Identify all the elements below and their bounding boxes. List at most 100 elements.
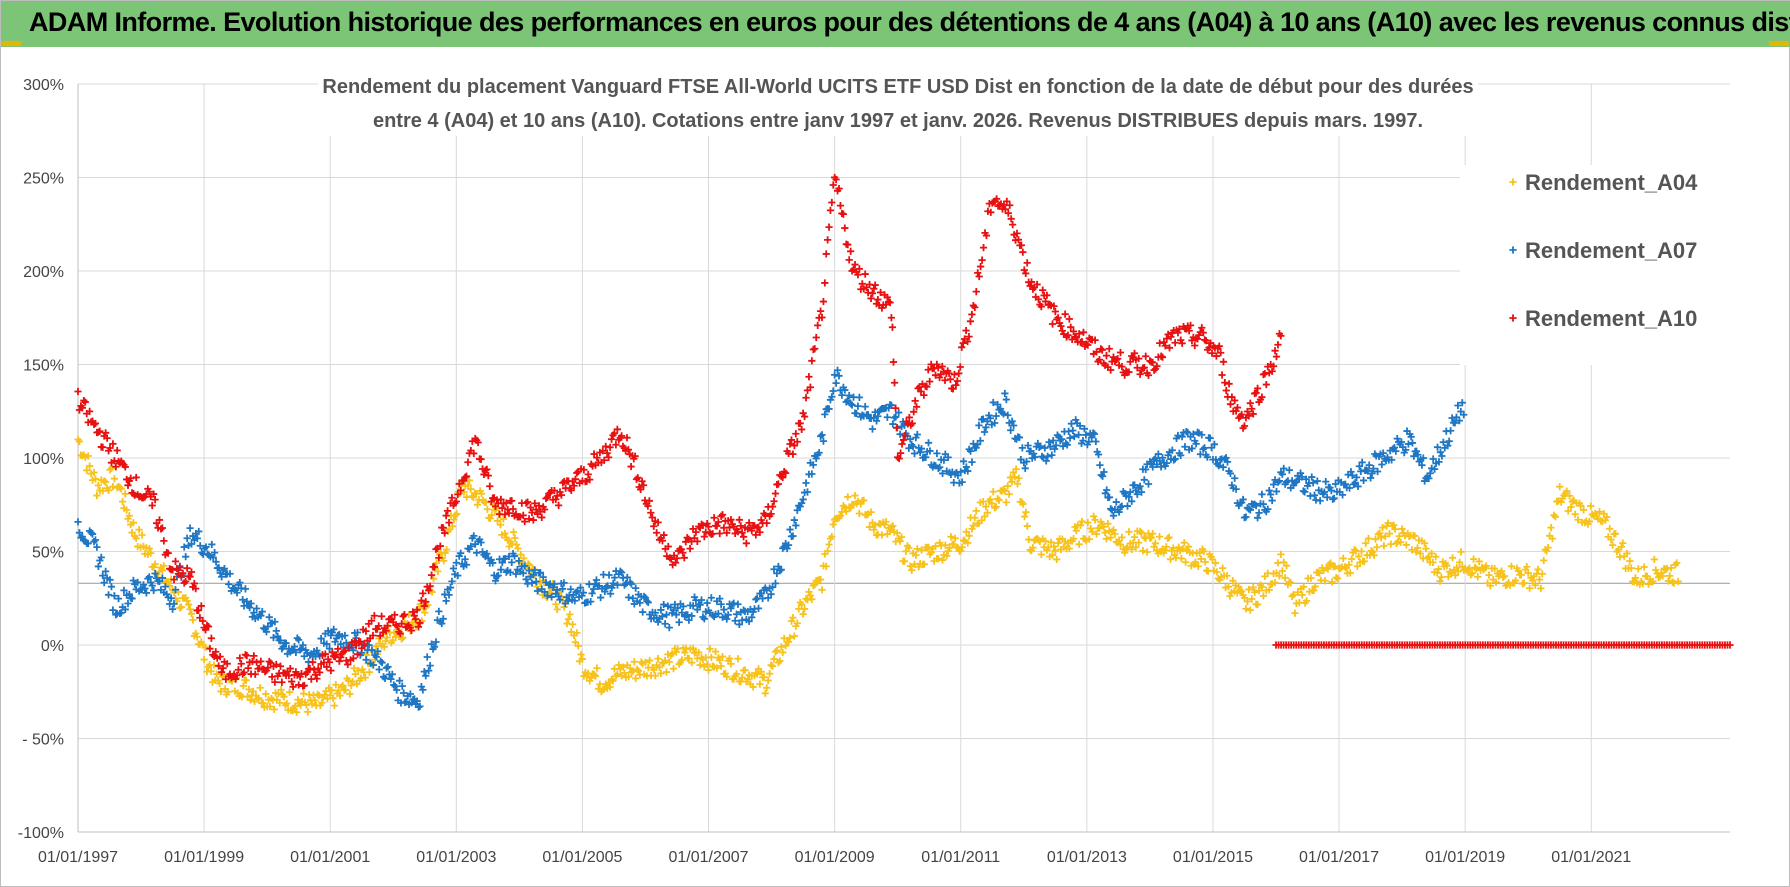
data-point <box>459 477 468 485</box>
data-point <box>842 507 850 516</box>
title-banner: ADAM Informe. Evolution historique des p… <box>1 1 1790 47</box>
data-point <box>962 528 970 536</box>
data-point <box>439 524 447 532</box>
data-point <box>950 370 959 379</box>
data-point <box>1435 458 1443 466</box>
data-point <box>141 584 149 593</box>
data-point <box>730 599 738 607</box>
data-point <box>1126 358 1134 366</box>
data-point <box>1243 407 1251 416</box>
data-point <box>1212 352 1220 360</box>
data-point <box>509 528 518 536</box>
data-point <box>800 605 809 613</box>
data-point <box>171 557 180 565</box>
data-point <box>965 532 973 540</box>
data-point <box>895 454 903 463</box>
data-point <box>1358 458 1366 466</box>
data-point <box>768 662 777 670</box>
data-point <box>274 690 282 698</box>
data-point <box>1174 329 1182 337</box>
data-point <box>1331 562 1339 570</box>
data-point <box>552 495 560 503</box>
data-point <box>938 469 947 478</box>
data-point <box>1475 557 1483 566</box>
data-point <box>1008 478 1016 486</box>
data-point <box>269 634 278 642</box>
data-point <box>549 583 557 592</box>
data-point <box>972 507 980 515</box>
data-point <box>1162 543 1170 551</box>
data-point <box>435 554 443 562</box>
data-point <box>945 544 954 552</box>
data-point <box>1431 465 1439 473</box>
data-point <box>539 573 547 581</box>
data-point <box>1232 407 1240 415</box>
data-point <box>1500 572 1509 580</box>
data-point <box>893 529 901 537</box>
data-point <box>1089 429 1097 437</box>
data-point <box>1232 485 1240 493</box>
data-point <box>631 452 639 460</box>
data-point <box>1130 533 1139 541</box>
data-point <box>968 310 976 319</box>
data-point <box>493 572 501 581</box>
data-point <box>360 641 369 649</box>
data-point <box>557 491 566 499</box>
x-tick-label: 01/01/2015 <box>1173 849 1253 866</box>
data-point <box>951 534 959 542</box>
data-point <box>192 629 200 637</box>
data-point <box>632 674 640 683</box>
data-point <box>1072 333 1080 342</box>
data-point <box>1268 367 1276 375</box>
data-point <box>1130 481 1139 489</box>
data-point <box>784 541 793 549</box>
data-point <box>1427 549 1436 558</box>
data-point <box>580 466 588 474</box>
data-point <box>966 447 975 455</box>
data-point <box>1188 444 1196 453</box>
data-point <box>909 442 917 451</box>
data-point <box>1673 559 1681 567</box>
data-point <box>434 567 442 576</box>
data-point <box>330 625 338 634</box>
data-point <box>590 450 598 458</box>
data-point <box>714 609 722 618</box>
data-point <box>170 576 178 584</box>
data-point <box>321 650 329 658</box>
data-point <box>567 585 575 593</box>
data-point <box>1112 356 1120 364</box>
data-point <box>812 333 820 342</box>
data-point <box>1185 327 1193 335</box>
data-point <box>1051 547 1059 555</box>
data-point <box>94 562 102 571</box>
data-point <box>723 673 731 681</box>
data-point <box>588 589 596 597</box>
data-point <box>639 481 648 489</box>
data-point <box>1078 338 1086 346</box>
data-point <box>1200 547 1208 555</box>
data-point <box>483 550 491 558</box>
data-point <box>1368 469 1376 478</box>
data-point <box>438 619 446 628</box>
data-point <box>1378 524 1387 532</box>
data-point <box>992 412 1000 420</box>
data-point <box>868 425 877 433</box>
data-point <box>1634 565 1642 573</box>
data-point <box>847 400 855 408</box>
data-point <box>571 597 579 605</box>
data-point <box>202 543 210 551</box>
data-point <box>1245 585 1253 594</box>
data-point <box>669 606 678 614</box>
data-point <box>244 664 252 672</box>
data-point <box>1282 478 1291 486</box>
data-point <box>991 419 999 427</box>
data-point <box>910 408 918 416</box>
data-point <box>390 681 398 689</box>
data-point <box>356 638 364 646</box>
data-point <box>168 605 177 613</box>
data-point <box>391 611 399 619</box>
data-point <box>196 542 204 550</box>
data-point <box>1023 259 1031 267</box>
data-point <box>882 518 890 526</box>
data-point <box>84 452 92 460</box>
